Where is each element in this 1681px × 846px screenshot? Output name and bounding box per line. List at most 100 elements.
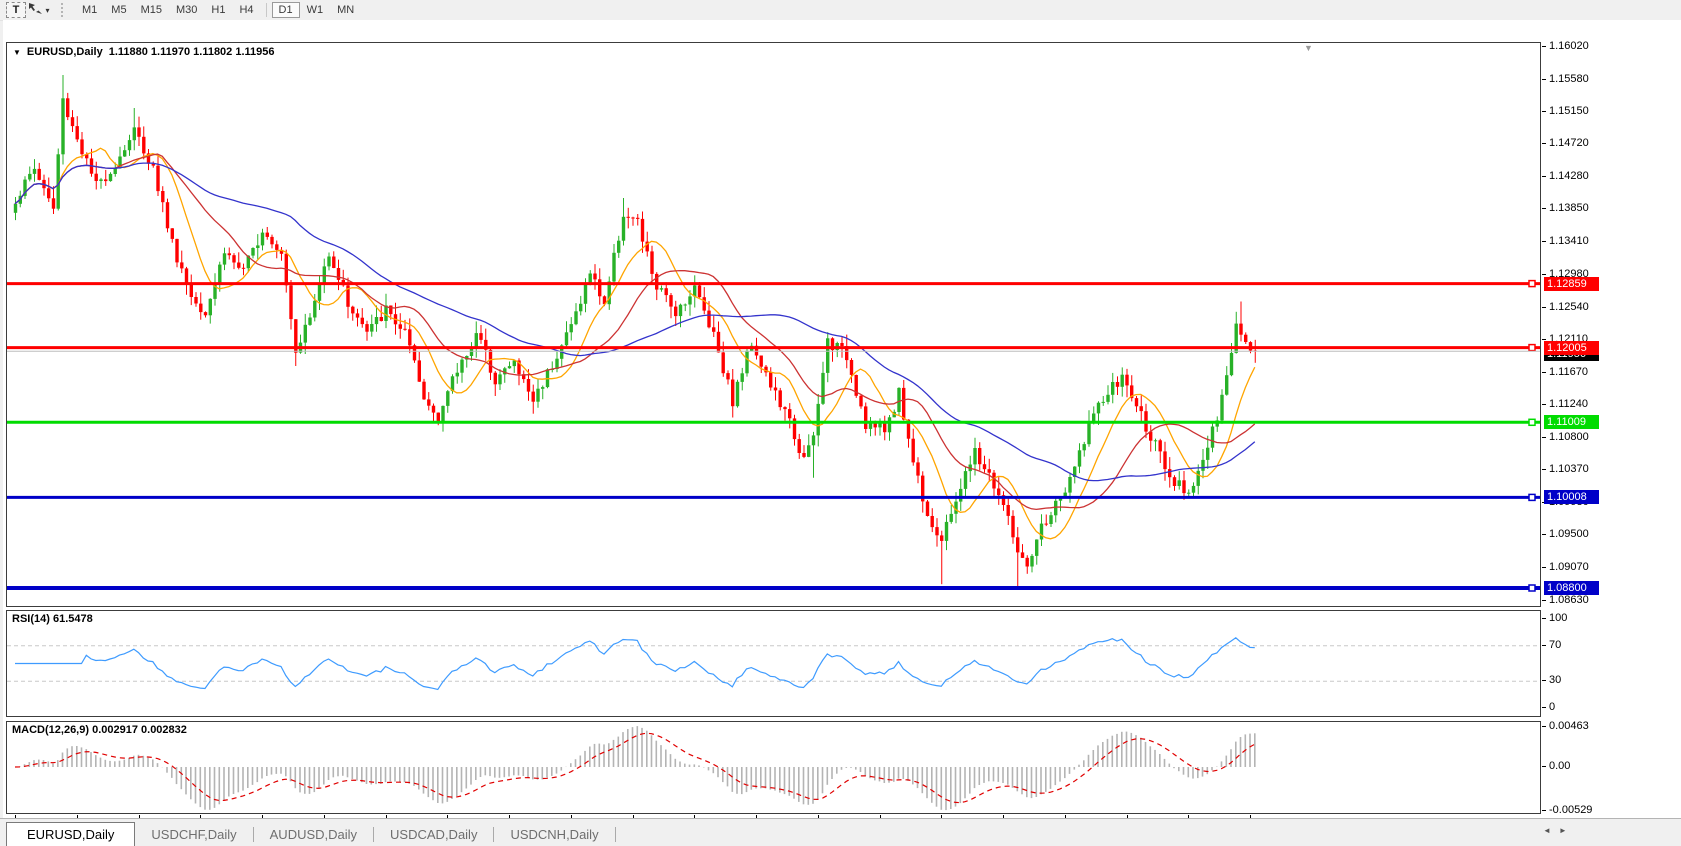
- price-tick: 1.10800: [1542, 431, 1589, 443]
- timeframe-h1-button[interactable]: H1: [211, 4, 226, 16]
- hline-price-label[interactable]: 1.10008: [1544, 490, 1599, 504]
- tab-scroll-right-arrow[interactable]: ►: [1558, 826, 1567, 835]
- date-tick: [1188, 815, 1189, 819]
- macd-scale-tick: 0.00463: [1542, 720, 1589, 732]
- date-tick: [139, 815, 140, 819]
- date-tick: [15, 815, 16, 819]
- arrow-styles-button[interactable]: ▾: [28, 2, 50, 18]
- price-tick: 1.13410: [1542, 235, 1589, 247]
- rsi-scale-tick: 30: [1542, 674, 1561, 686]
- timeframe-m1-button[interactable]: M1: [82, 4, 98, 16]
- window-menu-icon[interactable]: ▼: [13, 47, 21, 57]
- timeframe-m15-button[interactable]: M15: [140, 4, 162, 16]
- date-tick: [1065, 815, 1066, 819]
- ma-mid-line: [14, 153, 1256, 511]
- macd-scale-tick: 0.00: [1542, 760, 1570, 772]
- date-tick: [571, 815, 572, 819]
- date-tick: [1003, 815, 1004, 819]
- macd-histogram: [18, 726, 1256, 811]
- date-tick: [880, 815, 881, 819]
- date-tick: [447, 815, 448, 819]
- macd-label: MACD(12,26,9) 0.002917 0.002832: [12, 724, 187, 736]
- candles-layer: [13, 75, 1257, 588]
- chevron-down-icon: ▾: [45, 5, 50, 15]
- price-tick: 1.08630: [1542, 594, 1589, 606]
- date-tick: [1127, 815, 1128, 819]
- price-tick: 1.15580: [1542, 73, 1589, 85]
- date-tick: [324, 815, 325, 819]
- price-tick: 1.14720: [1542, 137, 1589, 149]
- hline-price-label[interactable]: 1.12859: [1544, 277, 1599, 291]
- timeframe-h4-button[interactable]: H4: [239, 4, 254, 16]
- chart-shift-marker[interactable]: ▼: [1304, 43, 1313, 53]
- price-tick: 1.12540: [1542, 301, 1589, 313]
- toolbar-grip[interactable]: [61, 3, 68, 17]
- chart-title: ▼ EURUSD,Daily 1.11880 1.11970 1.11802 1…: [13, 46, 275, 58]
- horizontal-line-1.10008[interactable]: [7, 493, 1540, 502]
- date-tick: [200, 815, 201, 819]
- horizontal-line-1.08800[interactable]: [7, 584, 1540, 592]
- rsi-label: RSI(14) 61.5478: [12, 613, 93, 625]
- horizontal-line-1.12005[interactable]: [7, 343, 1540, 352]
- date-tick: [941, 815, 942, 819]
- date-tick: [633, 815, 634, 819]
- price-tick: 1.16020: [1542, 40, 1589, 52]
- macd-chart-svg: [14, 726, 1256, 811]
- chart-ohlc-values: 1.11880 1.11970 1.11802 1.11956: [108, 46, 275, 58]
- cursor-arrows-icon: [28, 2, 43, 18]
- price-tick: 1.09070: [1542, 561, 1589, 573]
- rsi-scale-tick: 100: [1542, 612, 1567, 624]
- price-tick: 1.15150: [1542, 105, 1589, 117]
- timeframe-m5-button[interactable]: M5: [111, 4, 127, 16]
- hline-price-label[interactable]: 1.11009: [1544, 415, 1599, 429]
- tab-usdchf-daily[interactable]: USDCHF,Daily: [151, 827, 237, 842]
- tab-divider: [252, 827, 254, 842]
- price-chart-pane[interactable]: ▼ EURUSD,Daily 1.11880 1.11970 1.11802 1…: [6, 42, 1541, 607]
- ma-slow-line: [14, 162, 1256, 482]
- rsi-scale-tick: 0: [1542, 701, 1555, 713]
- timeframe-mn-button[interactable]: MN: [337, 4, 355, 16]
- price-tick: 1.11670: [1542, 366, 1588, 378]
- tab-eurusd-daily[interactable]: EURUSD,Daily: [6, 822, 136, 846]
- macd-scale-tick: -0.00529: [1542, 804, 1592, 816]
- rsi-indicator-pane[interactable]: RSI(14) 61.5478: [6, 610, 1541, 717]
- tab-audusd-daily[interactable]: AUDUSD,Daily: [269, 827, 358, 842]
- rsi-scale-tick: 70: [1542, 639, 1561, 651]
- tab-divider: [493, 827, 495, 842]
- timeframe-d1-button[interactable]: D1: [271, 2, 300, 18]
- tab-usdcad-daily[interactable]: USDCAD,Daily: [390, 827, 478, 842]
- text-tool-button[interactable]: T: [6, 2, 26, 18]
- top-toolbar: T ▾ M1 M5 M15 M30 H1 H4 D1 W1 MN: [0, 0, 1681, 21]
- chart-tab-bar: EURUSD,Daily USDCHF,Daily AUDUSD,Daily U…: [0, 818, 1681, 846]
- date-tick: [694, 815, 695, 819]
- date-tick: [386, 815, 387, 819]
- chart-window: ▼ EURUSD,Daily 1.11880 1.11970 1.11802 1…: [0, 20, 1681, 838]
- tab-divider: [614, 827, 616, 842]
- hline-price-label[interactable]: 1.08800: [1544, 581, 1599, 595]
- timeframe-w1-button[interactable]: W1: [306, 4, 324, 16]
- date-tick: [1250, 815, 1251, 819]
- price-tick: 1.14280: [1542, 170, 1589, 182]
- price-tick: 1.13850: [1542, 202, 1589, 214]
- rsi-line: [15, 637, 1255, 691]
- rsi-chart-svg: [7, 637, 1540, 691]
- ma-fast-line: [14, 147, 1256, 540]
- date-tick: [77, 815, 78, 819]
- hline-price-label[interactable]: 1.12005: [1544, 341, 1599, 355]
- chart-symbol-period: EURUSD,Daily: [26, 46, 103, 58]
- macd-indicator-pane[interactable]: MACD(12,26,9) 0.002917 0.002832: [6, 721, 1541, 814]
- price-axis[interactable]: 1.16020 1.15580 1.15150 1.14720 1.14280 1.138…: [1542, 20, 1681, 838]
- tab-divider: [373, 827, 375, 842]
- date-tick: [818, 815, 819, 819]
- date-tick: [509, 815, 510, 819]
- timeframe-m30-button[interactable]: M30: [175, 4, 198, 16]
- tab-scroll-left-arrow[interactable]: ◄: [1543, 826, 1551, 835]
- main-chart-svg[interactable]: [7, 43, 1540, 606]
- date-tick: [262, 815, 263, 819]
- macd-signal-line: [14, 732, 1256, 804]
- tab-usdcnh-daily[interactable]: USDCNH,Daily: [510, 827, 599, 842]
- horizontal-line-1.11009[interactable]: [7, 418, 1540, 427]
- date-tick: [756, 815, 757, 819]
- horizontal-line-1.12859[interactable]: [7, 279, 1540, 288]
- price-tick: 1.09500: [1542, 528, 1589, 540]
